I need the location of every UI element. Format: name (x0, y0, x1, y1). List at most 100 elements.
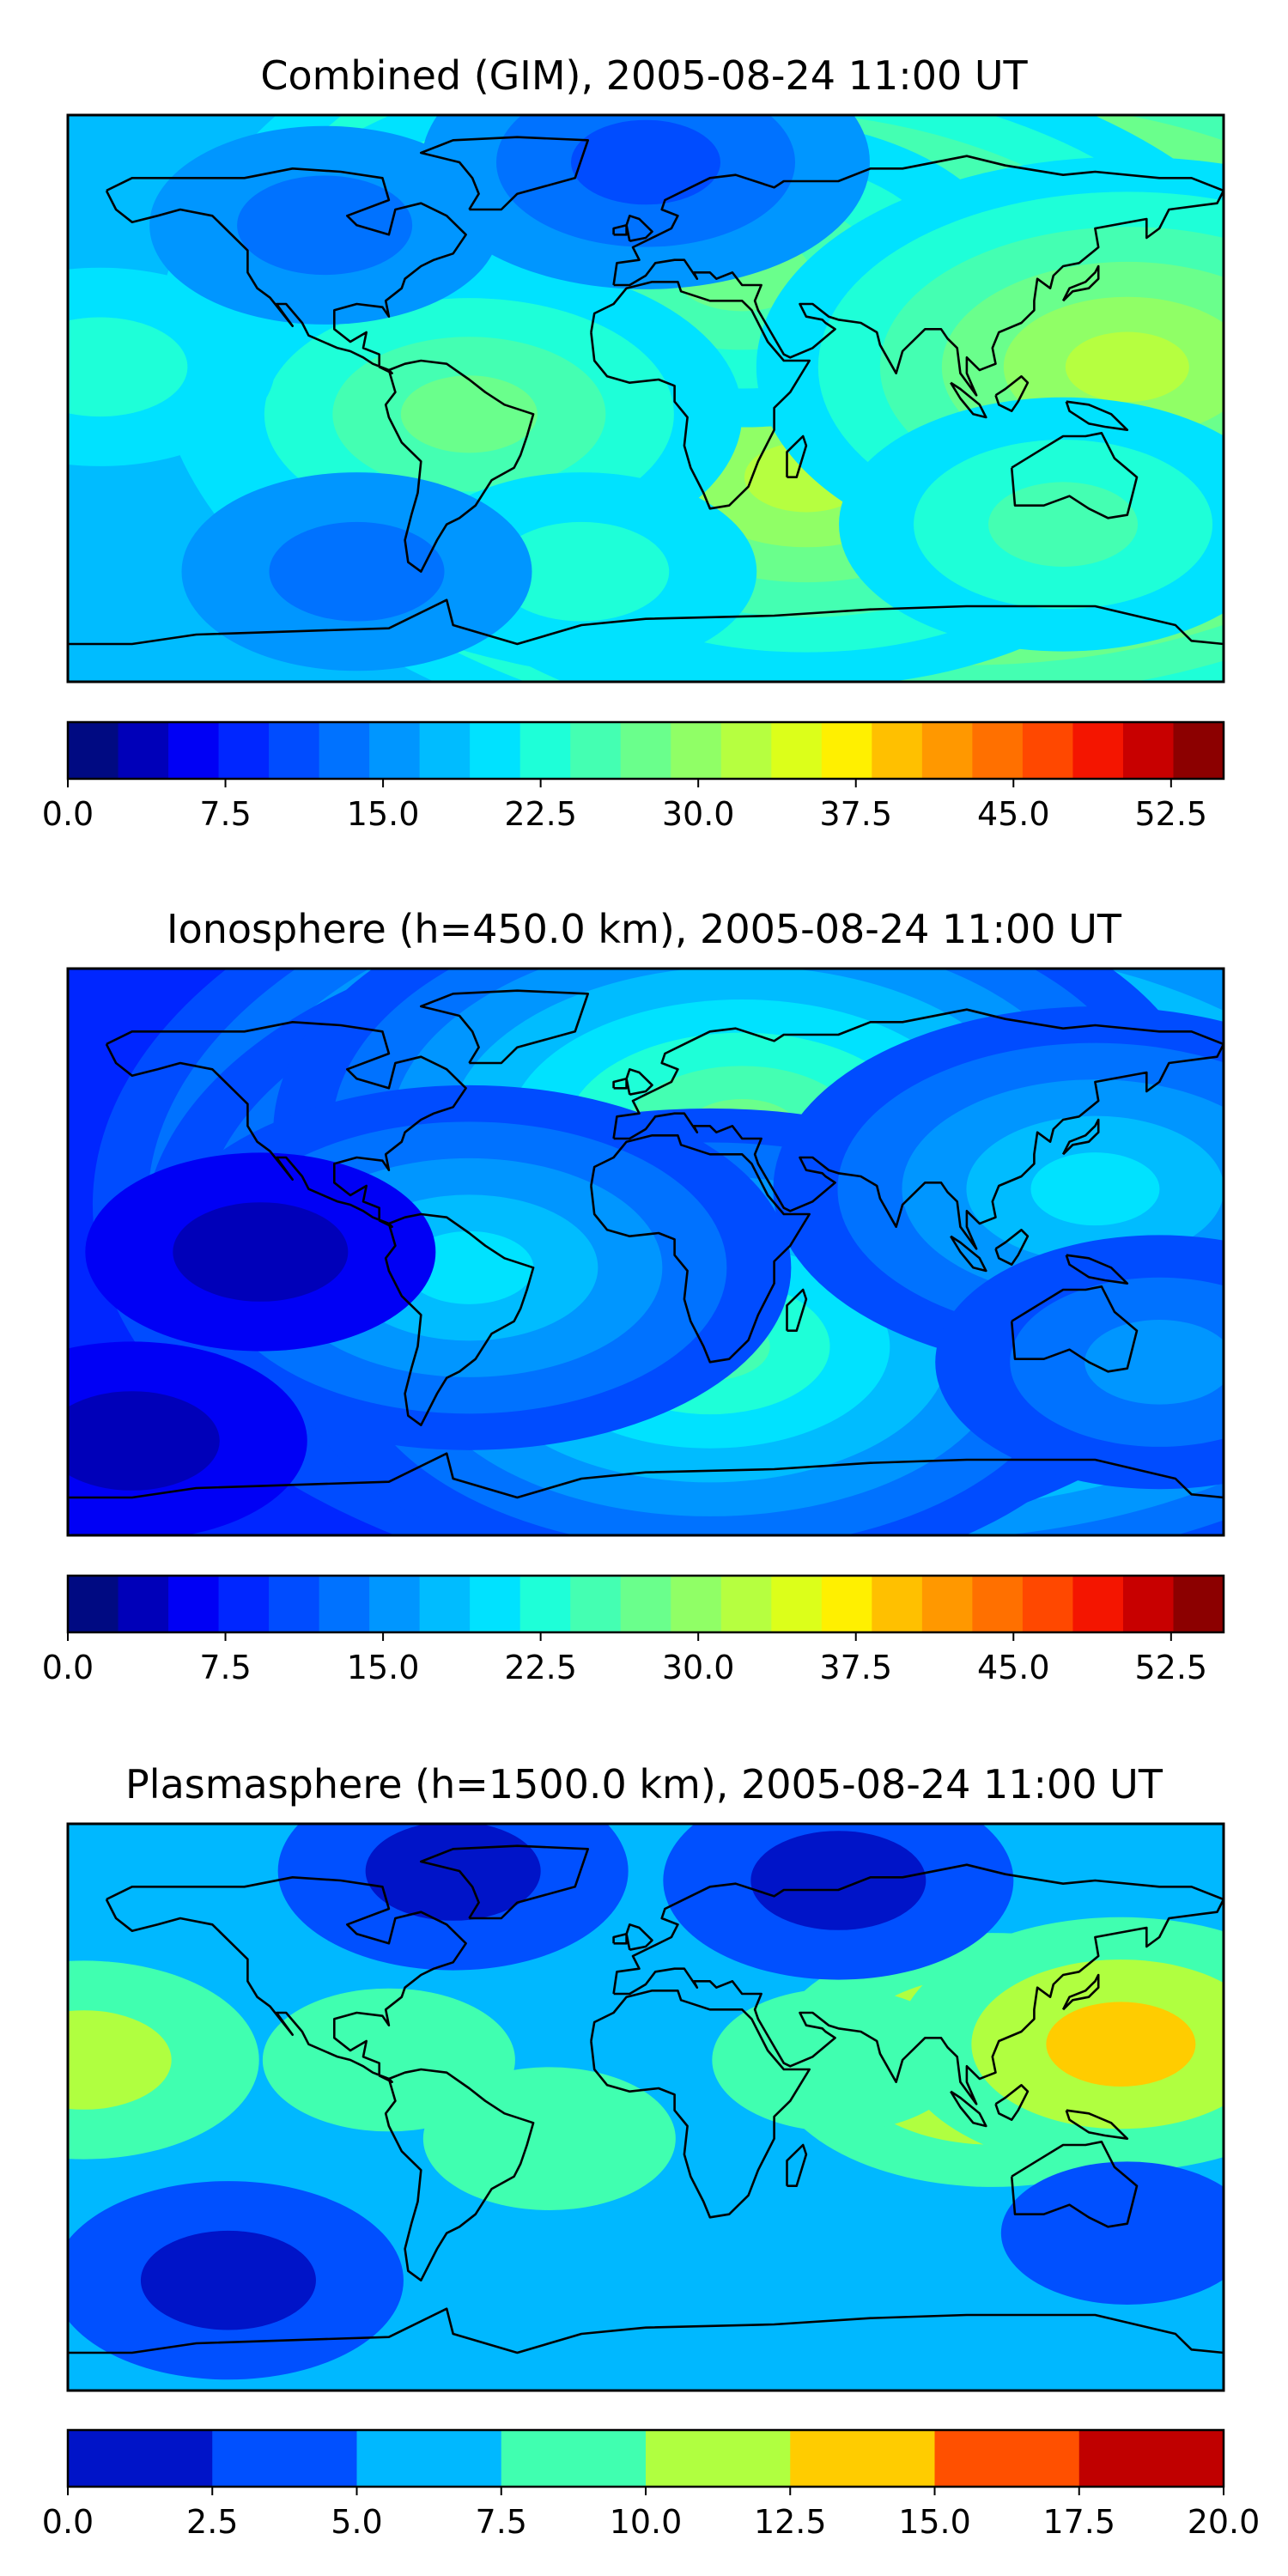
coastlines (68, 1844, 1224, 2354)
colorbar-tick-label: 30.0 (662, 1649, 735, 1686)
colorbar-segment (821, 1576, 872, 1632)
combined-title: Combined (GIM), 2005-08-24 11:00 UT (260, 52, 1028, 99)
colorbar-tick-label: 10.0 (610, 2503, 683, 2541)
colorbar-tick-label: 0.0 (42, 795, 94, 833)
coastline (68, 1452, 1224, 1499)
colorbar-segment (369, 1576, 421, 1632)
ionosphere-panel: Ionosphere (h=450.0 km), 2005-08-24 11:0… (42, 906, 1225, 1686)
map-frame (66, 113, 1225, 683)
map-field (68, 115, 1224, 682)
contour-band (494, 521, 670, 622)
colorbar-segment (872, 1576, 923, 1632)
colorbar-tick-label: 2.5 (186, 2503, 238, 2541)
colorbar-segment (419, 1576, 471, 1632)
coastline (1061, 1973, 1100, 2011)
colorbar-tick-label: 7.5 (476, 2503, 527, 2541)
colorbar-tick-label: 17.5 (1042, 2503, 1115, 2541)
colorbar-segment (68, 722, 119, 779)
contour-band (1000, 2161, 1224, 2305)
colorbar-tick-label: 52.5 (1135, 795, 1208, 833)
colorbar-segment (646, 2430, 791, 2487)
combined-map (66, 113, 1225, 683)
contour-band (1065, 331, 1189, 403)
colorbar-tick-label: 20.0 (1188, 2503, 1261, 2541)
colorbar-segment (671, 1576, 722, 1632)
colorbar-segment (1072, 722, 1124, 779)
colorbar-tick-label: 5.0 (331, 2503, 382, 2541)
colorbar-segment (269, 722, 320, 779)
colorbar-tick-label: 37.5 (819, 795, 892, 833)
coastline (612, 224, 628, 236)
ionosphere-title: Ionosphere (h=450.0 km), 2005-08-24 11:0… (167, 906, 1122, 952)
colorbar-tick-label: 15.0 (347, 1649, 420, 1686)
colorbar-segment (1122, 1576, 1175, 1632)
colorbar-segment (1173, 1576, 1224, 1632)
colorbar-segment (790, 2430, 936, 2487)
colorbar-tick-label: 45.0 (977, 1649, 1050, 1686)
colorbar-segment (1122, 722, 1175, 779)
coastline (786, 434, 808, 478)
coastline (612, 1933, 628, 1945)
coastline (950, 381, 987, 419)
coastline (994, 1229, 1030, 1266)
colorbar-segment (570, 1576, 622, 1632)
coastline (950, 1235, 987, 1273)
colorbar-segment (419, 722, 471, 779)
colorbar-tick-label: 45.0 (977, 795, 1050, 833)
colorbar-segment (620, 722, 671, 779)
colorbar-tick-label: 15.0 (347, 795, 420, 833)
colorbar-segment (771, 1576, 823, 1632)
contour-band (68, 1391, 220, 1491)
coastline (994, 375, 1030, 412)
coastline (384, 1212, 535, 1426)
colorbar-tick-label: 0.0 (42, 2503, 94, 2541)
map-field (68, 1824, 1224, 2391)
coastline (786, 2143, 808, 2187)
coastline (105, 167, 467, 374)
map-frame (66, 1822, 1225, 2392)
coastline (612, 1008, 1224, 1250)
colorbar-segment (218, 722, 270, 779)
coastline (68, 598, 1224, 646)
colorbar-segment (1022, 722, 1074, 779)
coastline (612, 155, 1224, 397)
plasmasphere-title: Plasmasphere (h=1500.0 km), 2005-08-24 1… (125, 1761, 1163, 1807)
ionosphere-map (66, 967, 1225, 1537)
map-frame (66, 967, 1225, 1537)
coastline (1010, 432, 1139, 519)
colorbar-tick-label: 37.5 (819, 1649, 892, 1686)
contour-band (237, 175, 413, 276)
colorbar-segment (519, 1576, 571, 1632)
coastline (1065, 1254, 1129, 1285)
colorbar-tick-label: 22.5 (504, 1649, 577, 1686)
contour-band (571, 119, 720, 205)
colorbar-segment (972, 722, 1024, 779)
colorbar-segment (269, 1576, 320, 1632)
coastline (105, 1021, 467, 1228)
colorbar-segment (720, 1576, 772, 1632)
plasmasphere-panel: Plasmasphere (h=1500.0 km), 2005-08-24 1… (42, 1761, 1261, 2541)
contour-band (1046, 2002, 1196, 2087)
colorbar-segment (470, 1576, 521, 1632)
colorbar-segment (934, 2430, 1080, 2487)
contour-band (140, 2230, 316, 2330)
colorbar-segment (68, 1576, 119, 1632)
colorbar-frame (66, 720, 1225, 781)
colorbar-segment (319, 1576, 370, 1632)
colorbar-segment (319, 722, 370, 779)
contour-band (712, 1988, 965, 2132)
colorbar-tick-label: 12.5 (754, 2503, 827, 2541)
coastline (420, 136, 589, 211)
colorbar-segment (972, 1576, 1024, 1632)
colorbar-tick-label: 22.5 (504, 795, 577, 833)
plasmasphere-map (66, 1822, 1225, 2392)
colorbar-segment (118, 1576, 169, 1632)
coastline (384, 2068, 535, 2281)
colorbar-segment (872, 722, 923, 779)
coastline (1065, 2109, 1129, 2140)
coastline (384, 359, 535, 573)
colorbar-tick-label: 30.0 (662, 795, 735, 833)
colorbar-tick-label: 7.5 (199, 1649, 251, 1686)
